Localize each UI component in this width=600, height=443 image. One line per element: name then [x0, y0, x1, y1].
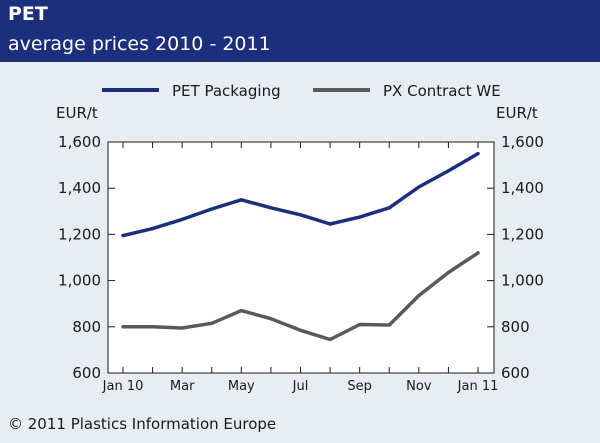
x-tick-label: Jan 11 — [457, 379, 499, 394]
data-point-0 — [239, 198, 243, 202]
y-tick-label-right: 800 — [501, 318, 530, 336]
data-point-1 — [328, 337, 332, 342]
data-point-0 — [387, 206, 391, 210]
data-point-0 — [269, 206, 273, 210]
y-tick-label-right: 1,600 — [501, 133, 544, 151]
data-point-1 — [476, 251, 480, 255]
chart-subtitle: average prices 2010 - 2011 — [8, 33, 271, 55]
chart-title: PET — [8, 3, 48, 25]
data-point-1 — [358, 322, 362, 327]
y-axis-label-left: EUR/t — [56, 104, 98, 122]
data-point-0 — [476, 151, 480, 156]
data-point-0 — [358, 215, 362, 219]
y-tick-label-right: 1,000 — [501, 272, 544, 290]
x-tick-label: Jan 10 — [102, 379, 144, 394]
y-tick-label-left: 600 — [72, 364, 101, 382]
legend-label-1: PX Contract WE — [383, 82, 501, 100]
data-point-0 — [446, 169, 451, 173]
data-point-0 — [417, 185, 421, 189]
data-point-0 — [328, 222, 332, 226]
data-point-1 — [417, 294, 421, 298]
data-point-0 — [210, 207, 214, 211]
data-point-1 — [269, 317, 273, 321]
copyright-footer: © 2011 Plastics Information Europe — [8, 415, 277, 433]
data-point-0 — [121, 233, 125, 238]
data-point-1 — [446, 270, 451, 275]
data-point-0 — [298, 213, 303, 217]
data-point-1 — [239, 309, 243, 313]
data-point-1 — [121, 325, 125, 329]
x-tick-label: Nov — [406, 379, 432, 394]
data-point-1 — [180, 326, 184, 330]
data-point-1 — [387, 323, 391, 327]
y-tick-label-left: 1,000 — [58, 272, 101, 290]
y-tick-label-left: 1,200 — [58, 225, 101, 243]
y-axis-label-right: EUR/t — [496, 104, 538, 122]
data-point-1 — [298, 328, 303, 332]
y-tick-label-left: 1,400 — [58, 179, 101, 197]
y-tick-label-right: 1,200 — [501, 225, 544, 243]
y-tick-label-right: 600 — [501, 364, 530, 382]
chart-header: PET average prices 2010 - 2011 — [0, 0, 600, 62]
x-tick-label: May — [228, 379, 255, 394]
y-tick-label-left: 1,600 — [58, 133, 101, 151]
x-tick-label: Sep — [347, 379, 372, 394]
x-tick-label: Mar — [170, 379, 195, 394]
data-point-0 — [150, 227, 155, 231]
y-tick-label-right: 1,400 — [501, 179, 544, 197]
legend-label-0: PET Packaging — [172, 82, 281, 100]
data-point-0 — [180, 217, 184, 221]
data-point-1 — [150, 325, 155, 329]
data-point-1 — [210, 321, 214, 325]
y-tick-label-left: 800 — [72, 318, 101, 336]
x-tick-label: Jul — [292, 379, 309, 394]
